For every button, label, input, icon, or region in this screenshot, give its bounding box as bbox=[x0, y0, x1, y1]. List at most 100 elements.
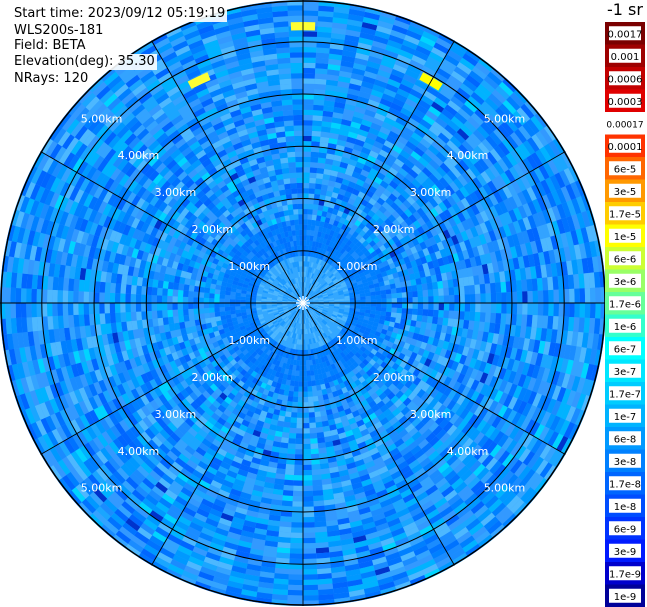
cell bbox=[333, 309, 339, 313]
cell bbox=[376, 217, 385, 226]
cell bbox=[312, 332, 317, 338]
cell bbox=[375, 461, 387, 471]
cell bbox=[282, 495, 293, 502]
cell bbox=[262, 486, 274, 494]
cell bbox=[469, 192, 480, 204]
cell bbox=[333, 295, 340, 299]
cell bbox=[419, 138, 432, 149]
cell bbox=[451, 270, 458, 280]
cell bbox=[91, 358, 100, 371]
cell bbox=[201, 438, 212, 448]
cell bbox=[446, 359, 455, 369]
cell bbox=[502, 513, 518, 529]
cell bbox=[432, 309, 439, 318]
cell bbox=[181, 421, 192, 432]
cell bbox=[369, 271, 377, 277]
cell bbox=[467, 95, 482, 109]
cell bbox=[303, 167, 311, 173]
cell bbox=[320, 272, 325, 278]
cell bbox=[300, 344, 303, 351]
cell bbox=[289, 563, 303, 570]
cell bbox=[309, 290, 313, 295]
cell bbox=[552, 316, 559, 330]
cell bbox=[327, 535, 341, 542]
cell bbox=[308, 245, 312, 252]
cell bbox=[542, 290, 549, 303]
cell bbox=[573, 346, 582, 362]
cell bbox=[182, 535, 197, 547]
cell bbox=[331, 22, 348, 30]
cell bbox=[447, 227, 456, 238]
cell bbox=[268, 514, 281, 522]
cell bbox=[303, 428, 310, 434]
cell bbox=[312, 115, 323, 122]
cell bbox=[325, 158, 334, 166]
cell bbox=[435, 151, 448, 163]
cell bbox=[316, 36, 331, 44]
cell bbox=[366, 263, 373, 270]
cell bbox=[57, 459, 71, 475]
cell bbox=[65, 365, 75, 379]
cell bbox=[329, 550, 344, 558]
cell bbox=[521, 362, 531, 376]
cell bbox=[206, 395, 216, 404]
cell bbox=[422, 303, 429, 310]
cell bbox=[493, 323, 501, 335]
cell bbox=[341, 386, 349, 394]
cell bbox=[371, 40, 387, 50]
cell bbox=[517, 191, 528, 206]
cell bbox=[343, 424, 352, 433]
cell bbox=[290, 309, 296, 314]
cell bbox=[367, 352, 375, 359]
cell bbox=[397, 270, 404, 278]
cell bbox=[322, 344, 327, 351]
cell bbox=[323, 305, 329, 308]
cell bbox=[567, 316, 575, 332]
cell bbox=[455, 405, 466, 417]
cell bbox=[303, 5, 319, 11]
cell bbox=[244, 573, 260, 582]
cell bbox=[381, 328, 388, 335]
cell bbox=[477, 83, 492, 98]
cell bbox=[317, 394, 324, 402]
cell bbox=[254, 347, 262, 354]
cell bbox=[331, 314, 338, 318]
cell bbox=[94, 369, 104, 382]
cell bbox=[327, 291, 333, 295]
cell bbox=[500, 470, 515, 485]
cell bbox=[346, 185, 354, 194]
cell bbox=[421, 65, 437, 77]
cell bbox=[100, 464, 113, 478]
cell bbox=[506, 96, 521, 111]
cell bbox=[326, 278, 332, 284]
cell bbox=[453, 416, 464, 428]
cell bbox=[422, 461, 435, 473]
cell bbox=[443, 310, 450, 319]
cell bbox=[162, 439, 174, 451]
cell bbox=[366, 336, 373, 343]
cell bbox=[264, 476, 276, 484]
cell bbox=[303, 135, 312, 142]
cell bbox=[385, 83, 399, 94]
cell bbox=[490, 524, 506, 539]
cell bbox=[444, 104, 458, 117]
cell bbox=[470, 91, 485, 106]
cell bbox=[173, 404, 183, 415]
cell bbox=[385, 184, 396, 194]
cell bbox=[351, 282, 358, 287]
cell bbox=[174, 457, 187, 468]
cell bbox=[83, 442, 96, 457]
cell bbox=[385, 171, 396, 181]
cell bbox=[380, 294, 387, 299]
cell bbox=[397, 135, 409, 146]
cell bbox=[186, 478, 199, 489]
cell bbox=[104, 444, 117, 458]
cell bbox=[460, 230, 469, 242]
cell bbox=[303, 574, 318, 580]
cell bbox=[316, 31, 332, 39]
cell bbox=[411, 285, 418, 292]
cell bbox=[274, 322, 280, 328]
cell bbox=[236, 545, 251, 554]
cell bbox=[456, 87, 471, 101]
cell bbox=[376, 154, 387, 163]
